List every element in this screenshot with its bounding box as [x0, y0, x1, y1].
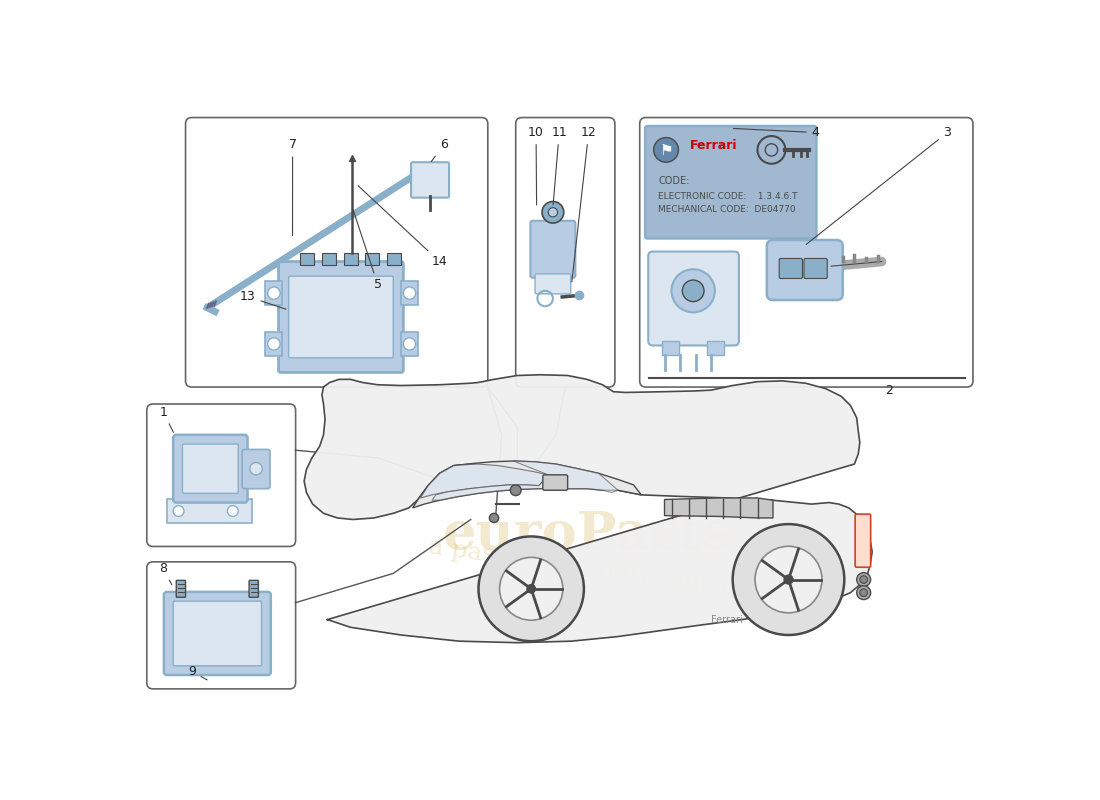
FancyBboxPatch shape: [176, 580, 186, 598]
Text: 4: 4: [734, 126, 820, 139]
Bar: [365, 253, 380, 266]
Circle shape: [228, 506, 239, 517]
Bar: [402, 332, 418, 356]
Circle shape: [653, 138, 679, 162]
Circle shape: [548, 208, 558, 217]
Polygon shape: [304, 374, 872, 642]
FancyBboxPatch shape: [278, 262, 404, 373]
Text: ⚑: ⚑: [659, 142, 673, 158]
Circle shape: [499, 558, 563, 620]
FancyBboxPatch shape: [164, 592, 271, 675]
Bar: [265, 281, 283, 306]
Text: 3: 3: [806, 126, 952, 245]
Text: Ferrari: Ferrari: [711, 614, 742, 625]
Bar: [300, 253, 315, 266]
Circle shape: [542, 202, 564, 223]
Text: 11: 11: [551, 126, 568, 205]
Text: 12: 12: [572, 126, 596, 282]
FancyBboxPatch shape: [516, 118, 615, 387]
FancyBboxPatch shape: [288, 276, 394, 358]
FancyBboxPatch shape: [779, 258, 803, 278]
Circle shape: [527, 585, 536, 593]
Circle shape: [733, 524, 845, 635]
Circle shape: [404, 338, 416, 350]
FancyBboxPatch shape: [242, 450, 270, 489]
Polygon shape: [412, 461, 641, 508]
FancyBboxPatch shape: [173, 435, 248, 502]
Bar: [402, 281, 418, 306]
Polygon shape: [432, 461, 618, 500]
Polygon shape: [420, 464, 548, 498]
Text: Ferrari: Ferrari: [690, 138, 738, 152]
Text: 2: 2: [886, 384, 893, 397]
FancyBboxPatch shape: [645, 126, 816, 238]
Bar: [322, 253, 335, 266]
Text: 5: 5: [353, 210, 382, 291]
Circle shape: [857, 586, 871, 599]
Text: 13: 13: [240, 290, 286, 309]
FancyBboxPatch shape: [186, 118, 487, 387]
Text: 10: 10: [528, 126, 544, 205]
Text: 7: 7: [288, 138, 297, 236]
Text: 9: 9: [188, 665, 207, 680]
FancyBboxPatch shape: [804, 258, 827, 278]
Circle shape: [860, 576, 868, 583]
FancyBboxPatch shape: [767, 240, 843, 300]
Bar: [343, 253, 358, 266]
FancyBboxPatch shape: [183, 444, 239, 494]
Bar: [707, 341, 724, 354]
Bar: [387, 253, 402, 266]
Text: a passion for parts since 1885: a passion for parts since 1885: [428, 535, 808, 611]
Text: ELECTRONIC CODE:    1.3.4.6.T: ELECTRONIC CODE: 1.3.4.6.T: [658, 192, 798, 201]
Circle shape: [250, 462, 262, 475]
Circle shape: [267, 338, 280, 350]
Circle shape: [784, 575, 793, 584]
Bar: [265, 332, 283, 356]
Text: 6: 6: [431, 138, 448, 162]
Polygon shape: [664, 498, 773, 518]
FancyBboxPatch shape: [249, 580, 258, 598]
Circle shape: [682, 280, 704, 302]
FancyBboxPatch shape: [146, 562, 296, 689]
Circle shape: [510, 485, 521, 496]
Text: 14: 14: [359, 186, 448, 268]
Bar: [167, 499, 252, 522]
Bar: [662, 341, 679, 354]
Circle shape: [671, 270, 715, 312]
Circle shape: [478, 537, 584, 641]
FancyBboxPatch shape: [640, 118, 974, 387]
FancyBboxPatch shape: [173, 601, 262, 666]
Text: MECHANICAL CODE:  DE04770: MECHANICAL CODE: DE04770: [658, 206, 796, 214]
Circle shape: [404, 287, 416, 299]
Text: 1: 1: [160, 406, 174, 432]
FancyBboxPatch shape: [146, 404, 296, 546]
FancyBboxPatch shape: [411, 162, 449, 198]
Text: euroParts: euroParts: [442, 510, 732, 560]
Text: CODE:: CODE:: [658, 176, 690, 186]
Circle shape: [267, 287, 280, 299]
FancyBboxPatch shape: [855, 514, 871, 567]
Circle shape: [490, 514, 498, 522]
Text: 8: 8: [160, 562, 172, 585]
Circle shape: [857, 573, 871, 586]
Circle shape: [755, 546, 822, 613]
Circle shape: [860, 589, 868, 597]
FancyBboxPatch shape: [648, 251, 739, 346]
Circle shape: [173, 506, 184, 517]
FancyBboxPatch shape: [535, 274, 571, 294]
FancyBboxPatch shape: [530, 221, 575, 278]
FancyBboxPatch shape: [542, 475, 568, 490]
